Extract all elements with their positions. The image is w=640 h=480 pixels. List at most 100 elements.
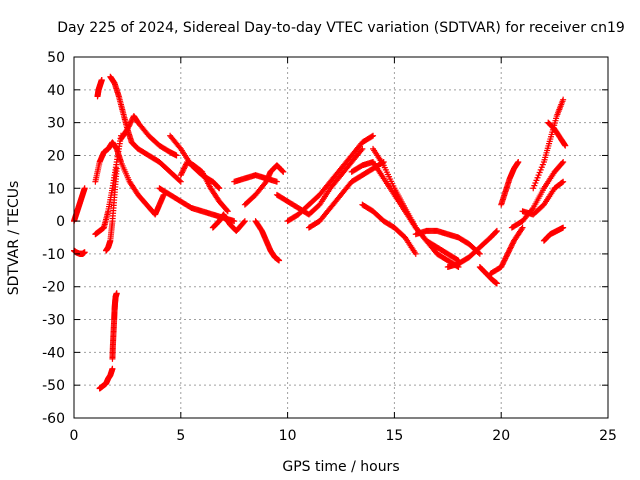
y-tick-label: -50 bbox=[42, 378, 65, 394]
data-point bbox=[476, 250, 483, 257]
data-point bbox=[126, 120, 133, 127]
data-point bbox=[231, 218, 238, 225]
data-point bbox=[498, 264, 505, 271]
data-point bbox=[500, 258, 507, 265]
data-point bbox=[536, 169, 543, 176]
data-point bbox=[534, 174, 541, 181]
data-point bbox=[358, 147, 365, 154]
data-point bbox=[279, 168, 286, 175]
series-track-01 bbox=[71, 185, 88, 225]
data-point bbox=[127, 119, 134, 126]
series-track-08 bbox=[92, 139, 167, 218]
data-point bbox=[359, 145, 366, 152]
data-point bbox=[279, 167, 286, 174]
y-tick-label: -10 bbox=[42, 247, 65, 263]
data-point bbox=[531, 182, 538, 189]
data-point bbox=[560, 178, 567, 185]
data-point bbox=[499, 261, 506, 268]
axis-ticks: 0 5 10 15 20 25 -60 -50 -40 -30 -20 -10 0 10 20 30 40 50 bbox=[42, 50, 617, 444]
data-point bbox=[81, 185, 88, 192]
data-point bbox=[180, 166, 187, 173]
data-point bbox=[280, 168, 287, 175]
data-point bbox=[81, 249, 88, 256]
data-point bbox=[368, 133, 375, 140]
x-axis-label: GPS time / hours bbox=[282, 459, 399, 475]
series-track-10 bbox=[117, 113, 180, 159]
data-point bbox=[507, 245, 514, 252]
y-axis-label: SDTVAR / TECUs bbox=[6, 181, 22, 296]
plot-frame bbox=[73, 56, 609, 419]
data-point bbox=[508, 243, 515, 250]
data-point bbox=[537, 166, 544, 173]
data-point bbox=[559, 179, 566, 186]
data-point bbox=[173, 152, 180, 159]
data-point bbox=[181, 165, 188, 172]
series-track-26 bbox=[476, 264, 500, 287]
data-point bbox=[503, 252, 510, 259]
data-point bbox=[519, 224, 526, 231]
y-tick-label: -60 bbox=[42, 411, 65, 427]
data-point bbox=[500, 260, 507, 267]
x-tick-label: 20 bbox=[492, 428, 510, 444]
data-point bbox=[179, 168, 186, 175]
series-track-04 bbox=[96, 365, 116, 392]
series-track-27 bbox=[487, 224, 526, 277]
data-point bbox=[560, 224, 567, 231]
data-point bbox=[216, 185, 223, 192]
data-point bbox=[412, 250, 419, 257]
data-point bbox=[493, 280, 500, 287]
data-point bbox=[502, 256, 509, 263]
series-track-03 bbox=[94, 76, 105, 100]
data-point bbox=[113, 290, 120, 297]
series-track-07 bbox=[103, 165, 120, 254]
data-point bbox=[509, 240, 516, 247]
series-track-16 bbox=[241, 162, 287, 208]
data-point bbox=[501, 257, 508, 264]
data-point bbox=[532, 180, 539, 187]
x-tick-label: 10 bbox=[279, 428, 297, 444]
data-point bbox=[124, 126, 131, 133]
data-point bbox=[98, 76, 105, 83]
y-tick-label: -20 bbox=[42, 280, 65, 296]
data-point bbox=[214, 183, 221, 190]
data-point bbox=[178, 170, 185, 177]
series-track-23 bbox=[359, 201, 419, 257]
data-point bbox=[535, 172, 542, 179]
data-point bbox=[515, 159, 522, 166]
y-tick-label: 40 bbox=[47, 83, 65, 99]
series-track-28 bbox=[498, 159, 522, 208]
data-point bbox=[181, 164, 188, 171]
y-tick-label: -30 bbox=[42, 313, 65, 329]
data-point bbox=[241, 219, 248, 226]
series-track-13 bbox=[177, 159, 231, 215]
data-point bbox=[503, 253, 510, 260]
data-point bbox=[276, 257, 283, 264]
data-point bbox=[125, 123, 132, 130]
data-point bbox=[182, 162, 189, 169]
data-point bbox=[533, 177, 540, 184]
series-track-32 bbox=[540, 224, 567, 244]
data-point bbox=[125, 124, 132, 131]
data-point bbox=[128, 118, 135, 125]
y-tick-label: 10 bbox=[47, 181, 65, 197]
series-track-24 bbox=[412, 227, 483, 257]
x-tick-label: 5 bbox=[176, 428, 185, 444]
data-point bbox=[498, 262, 505, 269]
x-tick-label: 0 bbox=[70, 428, 79, 444]
series-track-17 bbox=[252, 218, 283, 264]
data-point bbox=[177, 178, 184, 185]
data-point bbox=[530, 185, 537, 192]
data-point bbox=[177, 172, 184, 179]
data-point bbox=[493, 228, 500, 235]
data-point bbox=[539, 161, 546, 168]
grid bbox=[74, 57, 608, 418]
chart-title: Day 225 of 2024, Sidereal Day-to-day VTE… bbox=[57, 20, 625, 36]
series-track-14 bbox=[209, 211, 248, 234]
data-point bbox=[559, 160, 566, 167]
series-track-30 bbox=[519, 178, 567, 218]
data-point bbox=[273, 178, 280, 185]
y-tick-label: 20 bbox=[47, 148, 65, 164]
x-tick-label: 15 bbox=[385, 428, 403, 444]
y-tick-label: 30 bbox=[47, 116, 65, 132]
